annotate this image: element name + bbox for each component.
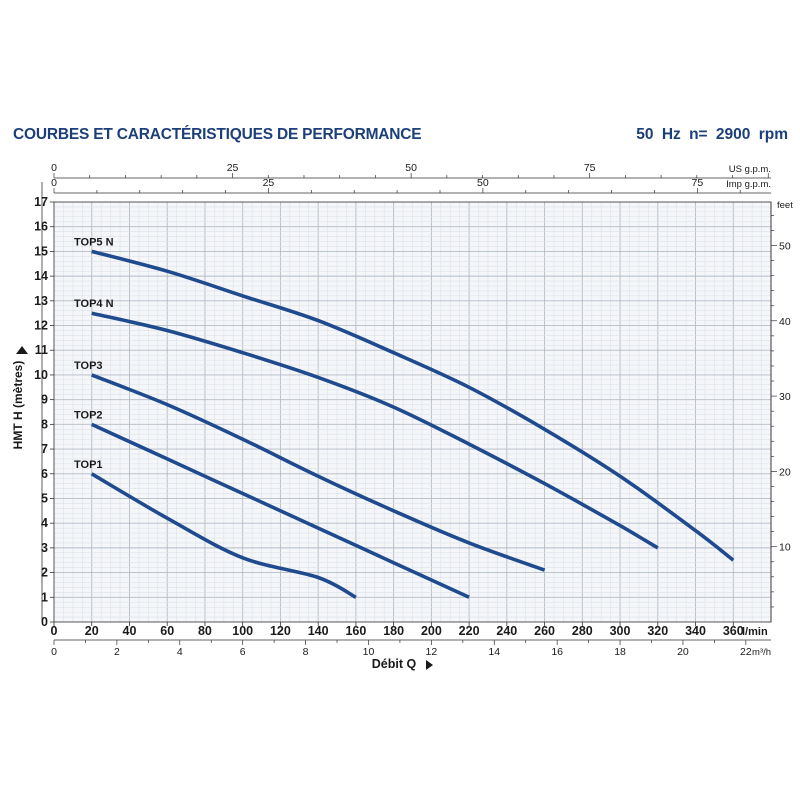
- x-tick-label: 180: [383, 624, 404, 638]
- x-tick-label: 260: [534, 624, 555, 638]
- series-label-top5-n: TOP5 N: [74, 236, 114, 248]
- y-axis-arrow-icon: [16, 346, 28, 354]
- imp-gpm-tick-label: 25: [263, 177, 275, 189]
- chart-title: COURBES ET CARACTÉRISTIQUES DE PERFORMAN…: [13, 126, 422, 143]
- x-tick-label: 160: [345, 624, 366, 638]
- x-tick-label: 80: [198, 624, 212, 638]
- x-tick-label: 40: [123, 624, 137, 638]
- m3h-tick-label: 12: [426, 646, 438, 658]
- us-gpm-tick-label: 50: [405, 162, 417, 174]
- y-tick-label: 0: [41, 615, 48, 629]
- x-tick-label: 360: [723, 624, 744, 638]
- frequency-label: 50 Hz: [636, 126, 681, 143]
- x-tick-label: 280: [572, 624, 593, 638]
- us-gpm-tick-label: 75: [584, 162, 596, 174]
- x-unit-label: l/min: [742, 626, 768, 638]
- series-label-top1: TOP1: [74, 459, 103, 471]
- m3h-tick-label: 18: [614, 646, 626, 658]
- x-tick-label: 320: [647, 624, 668, 638]
- y-tick-label: 16: [34, 220, 48, 234]
- us-gpm-axis-label: US g.p.m.: [729, 164, 771, 175]
- series-line-top4-n: [91, 311, 659, 550]
- m3h-tick-label: 22: [740, 646, 752, 658]
- y-tick-label: 12: [34, 319, 48, 333]
- feet-tick-label: 50: [779, 240, 791, 252]
- us-gpm-tick-label: 25: [227, 162, 239, 174]
- y-tick-label: 8: [41, 417, 48, 431]
- x-tick-label: 340: [685, 624, 706, 638]
- feet-tick-label: 30: [779, 391, 791, 403]
- x-tick-label: 220: [459, 624, 480, 638]
- y-tick-label: 3: [41, 541, 48, 555]
- m3h-tick-label: 6: [240, 646, 246, 658]
- m3h-tick-label: 20: [677, 646, 689, 658]
- y-tick-label: 15: [34, 244, 48, 258]
- y-tick-label: 9: [41, 393, 48, 407]
- y-tick-label: 10: [34, 368, 48, 382]
- y-tick-label: 14: [34, 269, 48, 283]
- feet-tick-label: 10: [779, 542, 791, 554]
- m3h-tick-label: 14: [488, 646, 500, 658]
- x-axis-label: Débit Q: [372, 657, 417, 671]
- x-tick-label: 100: [232, 624, 253, 638]
- x-tick-label: 200: [421, 624, 442, 638]
- x-tick-label: 120: [270, 624, 291, 638]
- chart-frequency-speed: 50 Hz n= 2900 rpm: [636, 126, 788, 144]
- m3h-tick-label: 4: [177, 646, 183, 658]
- x-tick-label: 300: [610, 624, 631, 638]
- imp-gpm-tick-label: 75: [691, 177, 703, 189]
- y-tick-label: 13: [34, 294, 48, 308]
- imp-gpm-axis-label: Imp g.p.m.: [726, 179, 771, 190]
- imp-gpm-tick-label: 0: [51, 177, 57, 189]
- m3h-tick-label: 16: [551, 646, 563, 658]
- y-tick-label: 17: [34, 195, 48, 209]
- x-tick-label: 20: [85, 624, 99, 638]
- x-axis-arrow-icon: [426, 660, 433, 670]
- x-tick-label: 0: [51, 624, 58, 638]
- series-line-top5-n: [91, 249, 735, 562]
- m3h-tick-label: 10: [363, 646, 375, 658]
- series-label-top4-n: TOP4 N: [74, 298, 114, 310]
- series-label-top3: TOP3: [74, 360, 103, 372]
- y-tick-label: 11: [35, 343, 48, 357]
- x-tick-label: 240: [496, 624, 517, 638]
- y-tick-label: 4: [41, 516, 48, 530]
- series-line-top3: [91, 373, 546, 572]
- speed-label: n= 2900 rpm: [689, 126, 788, 143]
- y-tick-label: 1: [41, 590, 48, 604]
- series-label-top2: TOP2: [74, 409, 103, 421]
- feet-axis-label: feet: [777, 200, 793, 211]
- feet-tick-label: 40: [779, 316, 791, 328]
- imp-gpm-tick-label: 50: [477, 177, 489, 189]
- feet-tick-label: 20: [779, 466, 791, 478]
- x-tick-label: 60: [160, 624, 174, 638]
- x-tick-label: 140: [308, 624, 329, 638]
- y-tick-label: 5: [41, 491, 48, 505]
- y-axis-label: HMT H (mètres): [11, 361, 25, 450]
- m3h-tick-label: 8: [303, 646, 309, 658]
- y-tick-label: 2: [41, 566, 48, 580]
- y-tick-label: 6: [41, 467, 48, 481]
- m3h-tick-label: 0: [51, 646, 57, 658]
- series-line-top2: [90, 422, 470, 599]
- m3h-axis-label: m³/h: [752, 647, 771, 658]
- m3h-tick-label: 2: [114, 646, 120, 658]
- series-line-top1: [90, 472, 357, 599]
- y-tick-label: 7: [41, 442, 48, 456]
- us-gpm-tick-label: 0: [51, 162, 57, 174]
